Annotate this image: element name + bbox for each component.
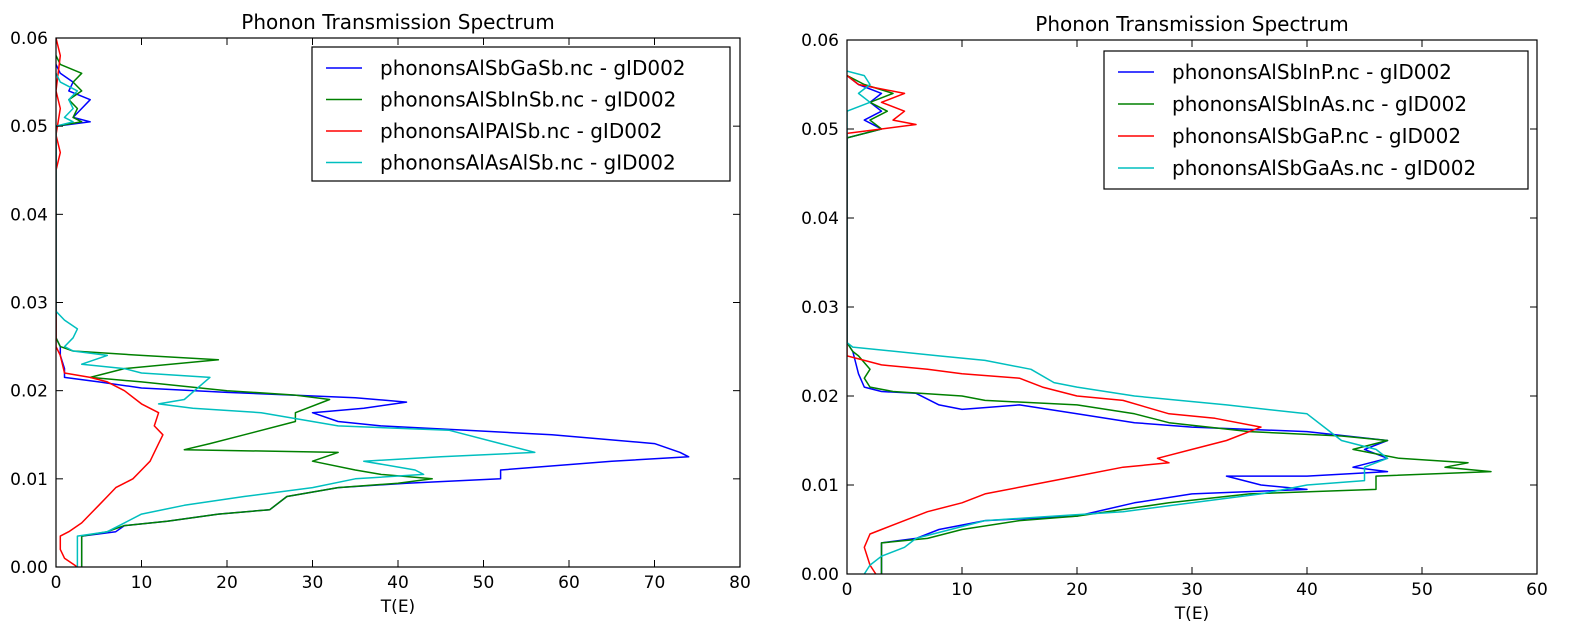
legend-label-2: phononsAlSbInAs.nc - gID002 (1172, 92, 1467, 116)
x-tick-label: 30 (302, 573, 324, 593)
x-tick-label: 30 (1181, 580, 1203, 600)
y-tick-label: 0.04 (10, 205, 48, 225)
legend-box (311, 46, 731, 182)
series-line-3 (56, 38, 164, 567)
legend-box (1103, 50, 1529, 190)
y-tick-label: 0.06 (10, 29, 48, 49)
y-tick-label: 0.03 (10, 294, 48, 314)
x-tick-label: 20 (216, 573, 238, 593)
y-tick-label: 0.05 (10, 117, 48, 137)
y-tick-label: 0.05 (801, 120, 839, 140)
series-line-4 (847, 70, 1389, 574)
chart-right: Phonon Transmission Spectrum 0 10 20 30 40 50 6… (801, 12, 1548, 624)
x-tick-label: 10 (951, 580, 973, 600)
x-tick-label: 20 (1066, 580, 1088, 600)
plot-area (847, 70, 1492, 574)
y-tick-label: 0.06 (801, 31, 839, 51)
x-tick-label: 50 (1411, 580, 1433, 600)
plot-area (56, 38, 690, 567)
y-tick-label: 0.02 (10, 382, 48, 402)
legend-label-1: phononsAlSbInP.nc - gID002 (1172, 60, 1452, 84)
y-tick-label: 0.01 (10, 470, 48, 490)
x-tick-label: 0 (842, 580, 853, 600)
x-tick-label: 50 (473, 573, 495, 593)
x-tick-label: 0 (51, 573, 62, 593)
y-tick-label: 0.03 (801, 298, 839, 318)
legend: phononsAlSbInP.nc - gID002 phononsAlSbInA… (1103, 50, 1529, 190)
legend-label-3: phononsAlPAlSb.nc - gID002 (380, 119, 662, 143)
y-tick-label: 0.01 (801, 476, 839, 496)
x-tick-label: 70 (644, 573, 666, 593)
x-axis-label: T(E) (380, 597, 415, 617)
x-tick-label: 60 (558, 573, 580, 593)
y-tick-label: 0.00 (801, 565, 839, 585)
series-line-2 (56, 55, 433, 567)
series-line-3 (847, 75, 1262, 574)
x-tick-label: 80 (729, 573, 751, 593)
x-tick-label: 40 (1296, 580, 1318, 600)
legend-label-2: phononsAlSbInSb.nc - gID002 (380, 88, 676, 112)
legend-label-1: phononsAlSbGaSb.nc - gID002 (380, 56, 686, 80)
y-tick-label: 0.00 (10, 558, 48, 578)
x-tick-label: 60 (1526, 580, 1548, 600)
y-tick-label: 0.02 (801, 387, 839, 407)
x-tick-label: 10 (131, 573, 153, 593)
x-axis-label: T(E) (1174, 604, 1209, 624)
legend-label-4: phononsAlSbGaAs.nc - gID002 (1172, 156, 1476, 180)
chart-title: Phonon Transmission Spectrum (241, 10, 554, 34)
legend-label-4: phononsAlAsAlSb.nc - gID002 (380, 151, 676, 175)
chart-title: Phonon Transmission Spectrum (1035, 12, 1348, 36)
y-tick-label: 0.04 (801, 209, 839, 229)
x-tick-label: 40 (387, 573, 409, 593)
legend-label-3: phononsAlSbGaP.nc - gID002 (1172, 124, 1461, 148)
chart-left: Phonon Transmission Spectrum 0 10 20 30 40 50 6… (10, 10, 751, 617)
legend: phononsAlSbGaSb.nc - gID002 phononsAlSbIn… (311, 46, 731, 182)
series-line-2 (847, 74, 1492, 574)
series-line-4 (56, 72, 536, 567)
